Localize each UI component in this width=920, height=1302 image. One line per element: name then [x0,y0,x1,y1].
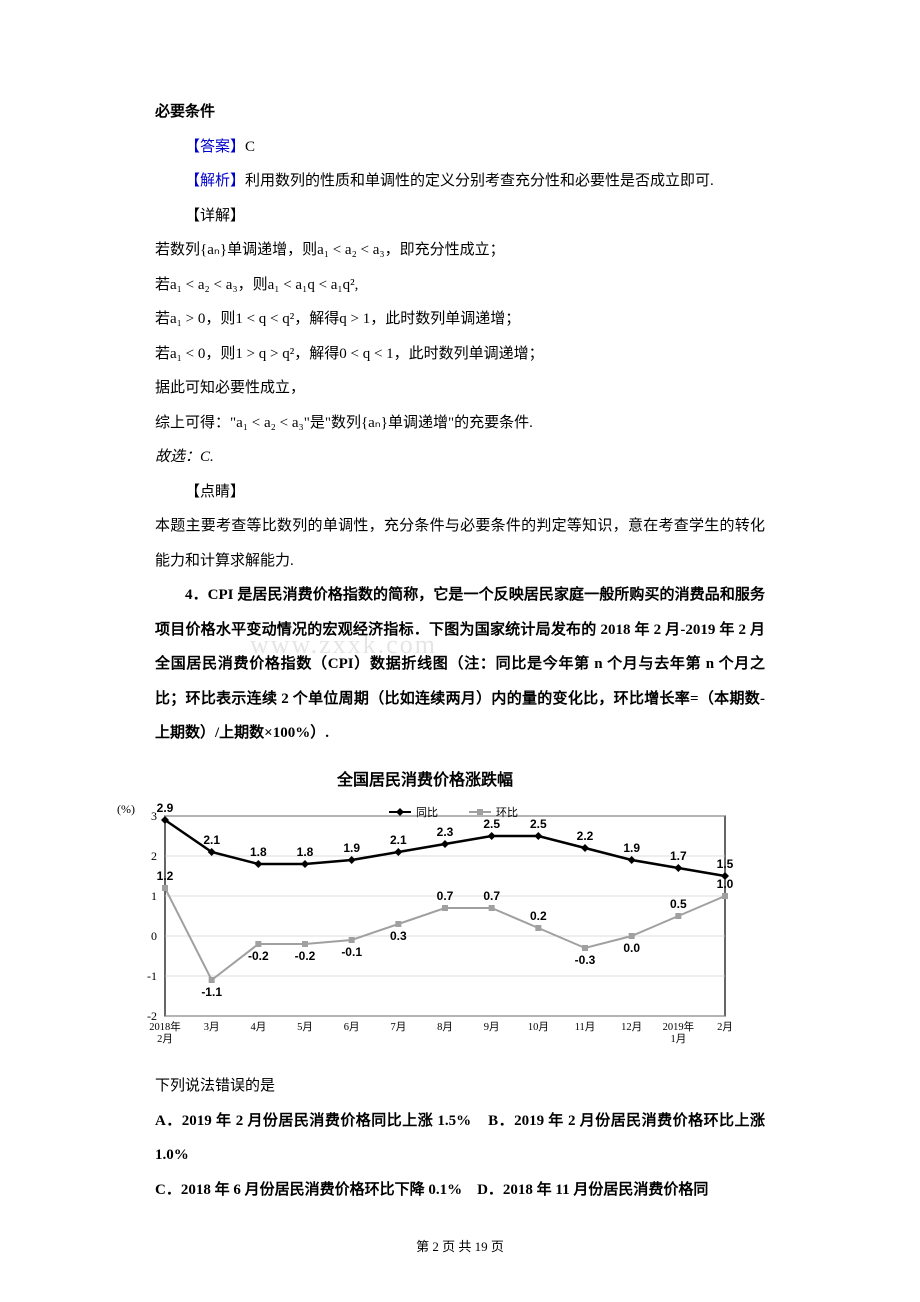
svg-text:1.9: 1.9 [623,841,640,855]
analysis-bracket: 【解析】 [185,173,245,189]
tip-label: 【点睛】 [155,475,765,510]
svg-text:1.5: 1.5 [717,857,734,871]
svg-text:6月: 6月 [344,1021,360,1033]
svg-text:1.7: 1.7 [670,849,687,863]
tip-text: 本题主要考查等比数列的单调性，充分条件与必要条件的判定等知识，意在考查学生的转化… [155,509,765,578]
svg-text:7月: 7月 [390,1021,406,1033]
detail-p1: 若数列{aₙ}单调递增，则a₁ < a₂ < a₃，即充分性成立； [155,233,765,268]
q4-stem: 4．CPI 是居民消费价格指数的简称，它是一个反映居民家庭一般所购买的消费品和服… [155,578,765,751]
svg-text:5月: 5月 [297,1021,313,1033]
svg-text:-0.2: -0.2 [295,949,316,963]
svg-text:2.1: 2.1 [203,833,220,847]
svg-text:2: 2 [151,849,157,863]
detail-p6: 综上可得："a₁ < a₂ < a₃"是"数列{aₙ}单调递增"的充要条件. [155,406,765,441]
svg-text:2.3: 2.3 [437,825,454,839]
svg-text:12月: 12月 [621,1021,642,1033]
svg-text:1.8: 1.8 [250,845,267,859]
detail-p3: 若a₁ > 0，则1 < q < q²，解得q > 1，此时数列单调递增； [155,302,765,337]
svg-text:4月: 4月 [250,1021,266,1033]
svg-text:0.5: 0.5 [670,897,687,911]
svg-text:1.2: 1.2 [157,869,174,883]
p6-pre: 综上可得："a₁ < a₂ < a₃"是"数列 [155,415,361,431]
p1-post: 单调递增，则a₁ < a₂ < a₃，即充分性成立； [227,242,505,258]
p1-seq: {aₙ} [200,242,227,258]
option-row-2: C．2018 年 6 月份居民消费价格环比下降 0.1% D．2018 年 11… [155,1173,765,1208]
svg-text:-2: -2 [147,1009,157,1023]
svg-text:10月: 10月 [528,1021,549,1033]
p1-pre: 若数列 [155,242,200,258]
svg-text:11月: 11月 [575,1021,596,1033]
svg-text:-1: -1 [147,969,157,983]
q4-text: CPI 是居民消费价格指数的简称，它是一个反映居民家庭一般所购买的消费品和服务项… [155,587,765,741]
q4-number: 4． [185,587,208,603]
chart-svg: (%)-2-10123同比环比2.92.11.81.81.92.12.32.52… [105,801,745,1061]
svg-text:2018年: 2018年 [149,1020,181,1033]
page-content: 必要条件 【答案】C 【解析】利用数列的性质和单调性的定义分别考查充分性和必要性… [155,95,765,1207]
answer-value: C [245,139,255,155]
svg-text:-0.1: -0.1 [341,945,362,959]
svg-text:2.5: 2.5 [530,817,547,831]
cpi-chart: 全国居民消费价格涨跌幅 (%)-2-10123同比环比2.92.11.81.81… [105,763,745,1062]
p6-seq: {aₙ} [361,415,388,431]
p6-post: 单调递增"的充要条件. [388,415,533,431]
option-d: D．2018 年 11 月份居民消费价格同 [477,1182,708,1198]
q3-tail: 必要条件 [155,95,765,130]
svg-text:2.9: 2.9 [157,801,174,815]
svg-text:同比: 同比 [416,806,438,819]
analysis-line: 【解析】利用数列的性质和单调性的定义分别考查充分性和必要性是否成立即可. [155,164,765,199]
chart-title: 全国居民消费价格涨跌幅 [105,763,745,800]
svg-text:3月: 3月 [204,1021,220,1033]
svg-text:9月: 9月 [484,1021,500,1033]
answer-line: 【答案】C [155,130,765,165]
detail-p4: 若a₁ < 0，则1 > q > q²，解得0 < q < 1，此时数列单调递增… [155,337,765,372]
svg-text:0.7: 0.7 [437,889,454,903]
svg-text:1: 1 [151,889,157,903]
svg-text:-1.1: -1.1 [201,985,222,999]
svg-text:1.9: 1.9 [343,841,360,855]
svg-text:1.8: 1.8 [297,845,314,859]
svg-text:0: 0 [151,929,157,943]
svg-text:0.7: 0.7 [483,889,500,903]
svg-text:(%): (%) [117,802,135,816]
option-a: A．2019 年 2 月份居民消费价格同比上涨 1.5% [155,1113,471,1129]
svg-text:2月: 2月 [157,1033,173,1045]
svg-text:0.0: 0.0 [623,941,640,955]
svg-text:-0.3: -0.3 [575,953,596,967]
svg-text:-0.2: -0.2 [248,949,269,963]
svg-text:1.0: 1.0 [717,877,734,891]
svg-text:2019年: 2019年 [663,1020,695,1033]
answer-bracket: 【答案】 [185,139,245,155]
svg-text:0.3: 0.3 [390,929,407,943]
svg-text:2.2: 2.2 [577,829,594,843]
detail-p2: 若a₁ < a₂ < a₃，则a₁ < a₁q < a₁q², [155,268,765,303]
svg-text:2月: 2月 [717,1021,733,1033]
page-footer: 第 2 页 共 19 页 [0,1232,920,1262]
detail-label: 【详解】 [155,199,765,234]
svg-text:1月: 1月 [670,1033,686,1045]
svg-text:2.5: 2.5 [483,817,500,831]
svg-text:0.2: 0.2 [530,909,547,923]
detail-p5: 据此可知必要性成立， [155,371,765,406]
svg-text:2.1: 2.1 [390,833,407,847]
option-c: C．2018 年 6 月份居民消费价格环比下降 0.1% [155,1182,462,1198]
analysis-text: 利用数列的性质和单调性的定义分别考查充分性和必要性是否成立即可. [245,173,714,189]
option-row-1: A．2019 年 2 月份居民消费价格同比上涨 1.5% B．2019 年 2 … [155,1104,765,1173]
svg-text:8月: 8月 [437,1021,453,1033]
below-chart: 下列说法错误的是 [155,1069,765,1104]
detail-p7: 故选：C. [155,440,765,475]
